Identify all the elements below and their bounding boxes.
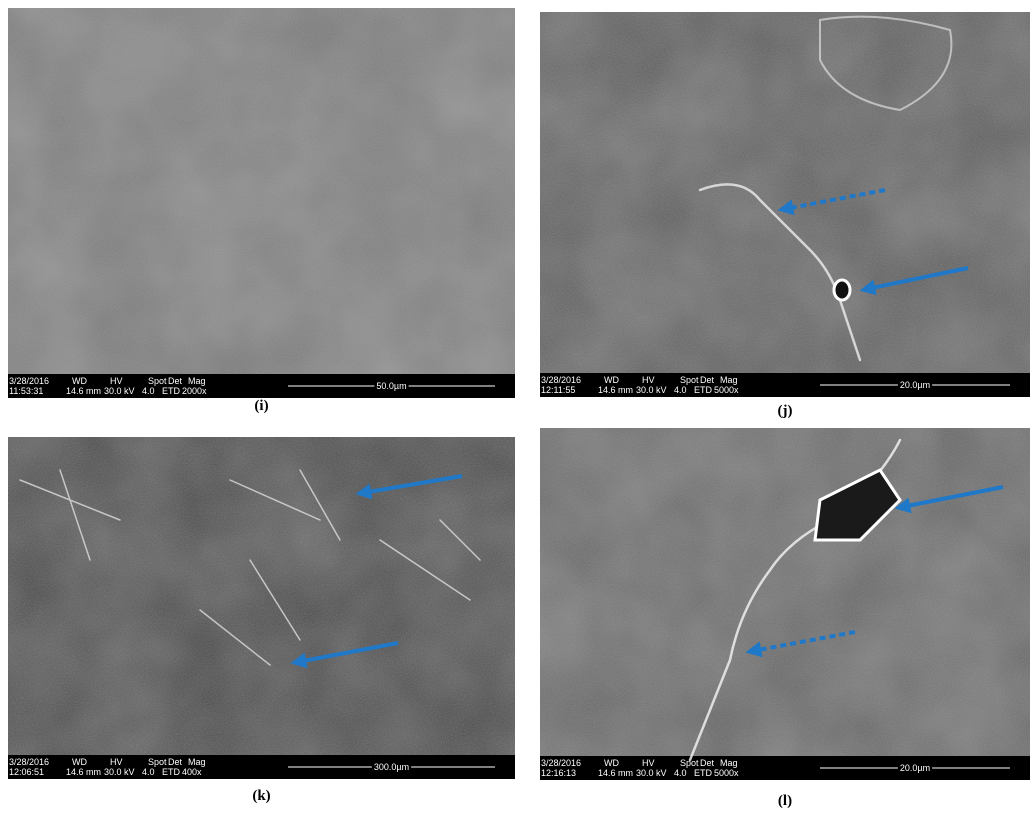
info-heading: Spot bbox=[148, 376, 167, 386]
info-heading: WD bbox=[72, 757, 87, 767]
info-heading: Mag bbox=[720, 375, 738, 385]
info-value: 4.0 bbox=[674, 385, 687, 395]
panel-label: (j) bbox=[778, 403, 793, 419]
info-heading: Det bbox=[168, 757, 183, 767]
sem-grain bbox=[8, 8, 515, 398]
info-value: 30.0 kV bbox=[104, 767, 135, 777]
scale-label: 50.0µm bbox=[376, 381, 406, 391]
figure: 3/28/201611:53:31WD14.6 mmHV30.0 kVSpot4… bbox=[0, 0, 1034, 819]
info-heading: WD bbox=[604, 375, 619, 385]
info-value: 12:06:51 bbox=[9, 767, 44, 777]
panel-label: (l) bbox=[778, 793, 792, 809]
info-heading: 3/28/2016 bbox=[9, 376, 49, 386]
info-value: 4.0 bbox=[674, 768, 687, 778]
info-value: 14.6 mm bbox=[66, 386, 101, 396]
info-heading: Mag bbox=[720, 758, 738, 768]
info-heading: Mag bbox=[188, 376, 206, 386]
info-heading: 3/28/2016 bbox=[541, 758, 581, 768]
scale-label: 20.0µm bbox=[900, 763, 930, 773]
info-value: 5000x bbox=[714, 385, 739, 395]
info-value: 4.0 bbox=[142, 767, 155, 777]
info-value: 4.0 bbox=[142, 386, 155, 396]
info-heading: Mag bbox=[188, 757, 206, 767]
info-heading: HV bbox=[642, 758, 655, 768]
info-heading: 3/28/2016 bbox=[9, 757, 49, 767]
info-value: 12:11:55 bbox=[541, 385, 575, 395]
sem-grain bbox=[540, 428, 1030, 780]
info-value: 14.6 mm bbox=[66, 767, 101, 777]
info-value: 30.0 kV bbox=[636, 768, 667, 778]
panel-label: (i) bbox=[254, 398, 268, 414]
info-value: 11:53:31 bbox=[9, 386, 43, 396]
scale-label: 20.0µm bbox=[900, 380, 930, 390]
panel-label: (k) bbox=[252, 788, 270, 804]
info-heading: WD bbox=[604, 758, 619, 768]
info-value: ETD bbox=[694, 385, 713, 395]
info-value: 30.0 kV bbox=[636, 385, 667, 395]
sem-grain bbox=[540, 12, 1030, 397]
info-value: 12:16:13 bbox=[541, 768, 576, 778]
info-value: ETD bbox=[694, 768, 713, 778]
info-value: 14.6 mm bbox=[598, 768, 633, 778]
info-value: 14.6 mm bbox=[598, 385, 633, 395]
info-heading: HV bbox=[110, 376, 123, 386]
info-heading: WD bbox=[72, 376, 87, 386]
info-value: ETD bbox=[162, 767, 181, 777]
info-value: 30.0 kV bbox=[104, 386, 135, 396]
info-value: 400x bbox=[182, 767, 202, 777]
info-value: 5000x bbox=[714, 768, 739, 778]
info-heading: Det bbox=[700, 375, 715, 385]
sem-grain bbox=[8, 437, 515, 779]
info-heading: 3/28/2016 bbox=[541, 375, 581, 385]
info-value: ETD bbox=[162, 386, 181, 396]
info-heading: HV bbox=[110, 757, 123, 767]
scale-label: 300.0µm bbox=[374, 762, 409, 772]
info-heading: Spot bbox=[148, 757, 167, 767]
info-heading: Det bbox=[700, 758, 715, 768]
info-heading: Det bbox=[168, 376, 183, 386]
info-heading: HV bbox=[642, 375, 655, 385]
info-value: 2000x bbox=[182, 386, 207, 396]
info-heading: Spot bbox=[680, 375, 699, 385]
